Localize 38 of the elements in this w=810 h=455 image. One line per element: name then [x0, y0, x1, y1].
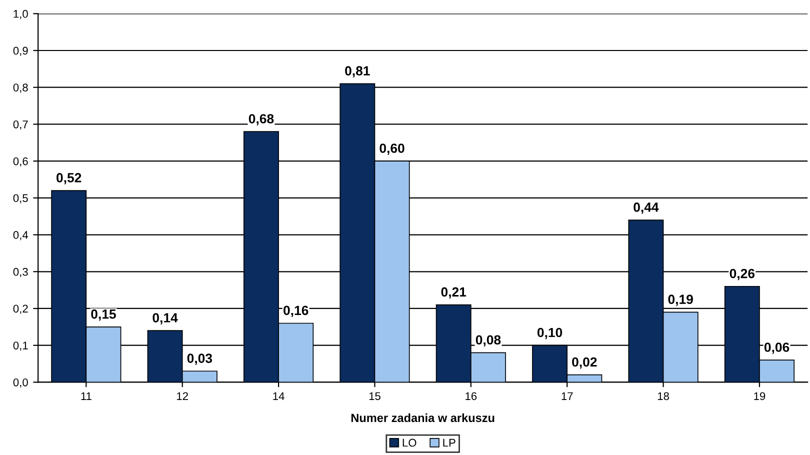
y-tick-label: 0,8	[13, 84, 28, 93]
data-label: 0,16	[284, 306, 308, 317]
data-label: 0,26	[730, 268, 755, 280]
y-tick-label: 1,0	[14, 10, 28, 20]
data-label: 0,52	[56, 173, 82, 184]
x-tick-label: 11	[81, 392, 92, 400]
data-label: 0,15	[91, 309, 116, 321]
data-label: 0,44	[634, 202, 659, 214]
x-tick-label: 17	[562, 392, 573, 400]
data-label: 0,08	[476, 335, 501, 346]
x-tick-label: 12	[177, 392, 188, 400]
x-tick-label: 16	[466, 392, 477, 400]
y-tick-label: 0,1	[13, 342, 28, 351]
y-tick-label: 0,6	[13, 157, 28, 167]
data-label: 0,14	[152, 313, 178, 324]
y-tick-label: 0,9	[13, 46, 28, 56]
legend-label: LP	[443, 438, 456, 447]
x-tick-label: 14	[273, 392, 284, 400]
x-axis-title: Numer zadania w arkuszu	[351, 413, 494, 422]
data-label: 0,03	[187, 354, 212, 365]
x-tick-label: 19	[754, 392, 766, 400]
data-label: 0,06	[764, 342, 790, 354]
y-tick-label: 0,7	[13, 120, 28, 130]
data-label: 0,21	[441, 287, 466, 299]
data-label: 0,10	[537, 328, 562, 340]
data-label: 0,81	[345, 66, 370, 78]
data-label: 0,60	[380, 144, 404, 155]
y-tick-label: 0,4	[13, 231, 28, 240]
data-label: 0,68	[248, 114, 274, 126]
y-tick-label: 0,0	[13, 378, 28, 388]
data-label: 0,02	[572, 357, 597, 369]
legend-label: LO	[402, 438, 416, 447]
x-tick-label: 18	[658, 392, 669, 400]
y-tick-label: 0,5	[13, 194, 28, 204]
data-label: 0,19	[668, 294, 693, 306]
y-tick-label: 0,2	[13, 304, 28, 314]
x-tick-label: 15	[369, 392, 380, 400]
y-tick-label: 0,3	[13, 268, 28, 278]
